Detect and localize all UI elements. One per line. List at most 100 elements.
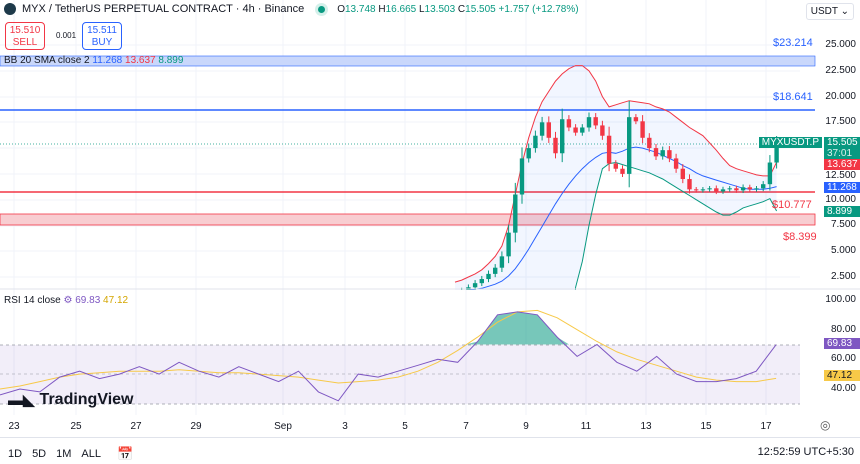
candle [734,188,739,191]
candle [754,188,759,190]
rsi-band [0,345,800,404]
candle [513,194,518,233]
candle [479,279,484,284]
bb-upper-tag: 13.637 [824,159,860,170]
date-tick: 3 [342,421,348,432]
price-tick: 2.500 [830,271,856,282]
range-5d[interactable]: 5D [32,448,47,460]
candle [687,179,692,190]
buy-button[interactable]: 15.511 BUY [82,22,122,50]
rsi-tick: 40.00 [830,383,856,394]
candle [620,168,625,174]
candle [560,119,565,154]
candle [460,290,464,292]
candle [667,150,672,159]
price-chart[interactable] [0,0,860,437]
date-tick: 17 [760,421,772,432]
candle [472,283,478,288]
candle [714,188,719,192]
candle [533,135,538,149]
range-all[interactable]: ALL [81,448,101,460]
candle [613,163,618,169]
date-tick: 7 [463,421,469,432]
rsi-tag: 69.83 [824,338,860,349]
candle [633,117,639,122]
candle [700,189,706,191]
auto-scale-icon[interactable]: ◎ [820,418,831,432]
date-tick: 9 [523,421,529,432]
market-open-icon [318,5,326,13]
symbol-logo-icon [4,3,16,15]
candle [526,148,531,159]
grid [0,0,800,415]
candle [593,117,598,126]
candle [747,187,752,190]
candle [539,122,545,136]
candle [486,273,491,280]
level-label-8: $8.399 [783,231,817,243]
candle [694,189,699,191]
candle [740,187,746,191]
sell-button[interactable]: 15.510 SELL [5,22,45,50]
date-tick: 23 [8,421,20,432]
date-tick: 29 [190,421,202,432]
bb-basis-line [467,146,777,290]
candle [673,158,679,169]
chevron-down-icon: ⌄ [840,6,849,17]
ohlc-values: O13.748 H16.665 L13.503 C15.505 +1.757 (… [337,3,579,15]
candle [761,184,766,189]
bb-lower-tag: 8.899 [824,206,860,217]
calendar-icon[interactable]: 📅 [116,446,134,461]
range-1d[interactable]: 1D [8,448,23,460]
candle [653,148,659,157]
last-price-tag: 15.505 37:01 [824,137,860,159]
level-label-18: $18.641 [773,91,813,103]
price-tick: 10.000 [825,194,856,205]
rsi-overbought-fill [465,311,570,345]
price-tick: 22.500 [825,65,856,76]
candle [606,135,612,164]
spread: 0.001 [56,31,77,40]
tradingview-logo[interactable]: ▬◣ TradingView [8,391,134,409]
candle [627,117,632,174]
bb-legend[interactable]: BB 20 SMA close 2 11.268 13.637 8.899 [4,55,184,66]
level-label-23: $23.214 [773,37,813,49]
clock: 12:52:59 UTC+5:30 [757,446,854,458]
rsi-line [0,311,777,402]
candle [586,117,592,128]
candle [546,122,551,138]
candle [519,158,525,195]
support-zone [0,213,816,226]
candle [727,188,732,190]
candle [767,162,773,185]
candle [640,121,645,138]
price-tick: 20.000 [825,91,856,102]
candle [600,125,605,136]
symbol-name: MYX / TetherUS PERPETUAL CONTRACT · 4h ·… [22,3,305,15]
rsi-legend[interactable]: RSI 14 close ⚙ 69.83 47.12 [4,295,129,306]
candle [493,267,498,274]
candle [647,137,652,149]
candle [680,168,685,180]
date-tick: 15 [700,421,712,432]
candle [506,232,511,257]
tradingview-logo-icon: ▬◣ [8,392,35,409]
date-tick: Sep [274,421,292,432]
price-tick: 25.000 [825,39,856,50]
date-tick: 13 [640,421,652,432]
rsi-tick: 60.00 [830,353,856,364]
rsi-tick: 100.00 [825,294,856,305]
rsi-ma-line [0,309,777,390]
range-1m[interactable]: 1M [56,448,72,460]
date-tick: 25 [70,421,82,432]
currency-selector[interactable]: USDT ⌄ [805,3,854,20]
price-tick: 17.500 [825,116,856,127]
date-tick: 5 [402,421,408,432]
settings-icon[interactable]: ⚙ [63,295,73,306]
price-tick: 7.500 [830,219,856,230]
logo-text: TradingView [39,391,134,408]
bb-basis-tag: 11.268 [824,182,860,193]
candle [707,188,712,190]
symbol-title[interactable]: MYX / TetherUS PERPETUAL CONTRACT · 4h ·… [4,3,579,15]
date-tick: 11 [580,421,592,432]
